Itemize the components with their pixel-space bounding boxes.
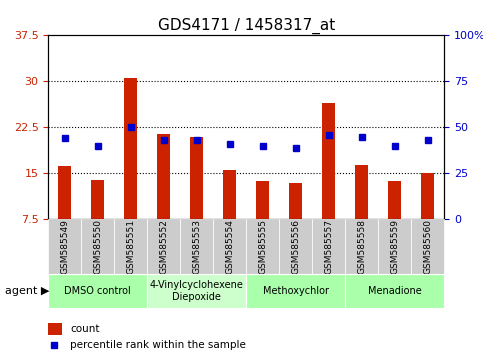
Text: GSM585560: GSM585560 [424,219,432,274]
Bar [213,219,246,274]
Bar [147,219,180,274]
Text: GSM585558: GSM585558 [357,219,366,274]
Text: count: count [70,324,99,334]
Bar [48,219,81,274]
Text: GSM585549: GSM585549 [60,219,69,274]
Bar [355,165,369,219]
Bar [124,78,138,219]
Text: GSM585553: GSM585553 [192,219,201,274]
Bar [81,219,114,274]
Text: DMSO control: DMSO control [64,286,131,296]
Bar [345,219,378,274]
Text: GSM585555: GSM585555 [258,219,267,274]
Text: Menadione: Menadione [368,286,422,296]
Bar [180,219,213,274]
Text: percentile rank within the sample: percentile rank within the sample [70,340,246,350]
Bar [91,179,104,219]
Bar [223,170,237,219]
Text: 4-Vinylcyclohexene
Diepoxide: 4-Vinylcyclohexene Diepoxide [150,280,244,302]
Bar [289,183,302,219]
Bar [313,219,345,274]
Bar [388,181,401,219]
Bar [48,324,62,335]
Bar [48,274,147,308]
Text: GSM585550: GSM585550 [93,219,102,274]
Bar [157,133,170,219]
Text: GSM585556: GSM585556 [291,219,300,274]
Text: GSM585554: GSM585554 [226,219,234,274]
Text: GSM585551: GSM585551 [127,219,135,274]
Bar [246,219,279,274]
Bar [58,166,71,219]
Bar [114,219,147,274]
Bar [246,274,345,308]
Text: GSM585557: GSM585557 [325,219,333,274]
Bar [279,219,313,274]
Bar [256,181,270,219]
Text: agent ▶: agent ▶ [5,286,49,296]
Bar [378,219,412,274]
Text: GSM585559: GSM585559 [390,219,399,274]
Bar [345,274,444,308]
Bar [412,219,444,274]
Bar [190,137,203,219]
Bar [147,274,246,308]
Text: GSM585552: GSM585552 [159,219,168,274]
Text: Methoxychlor: Methoxychlor [263,286,329,296]
Title: GDS4171 / 1458317_at: GDS4171 / 1458317_at [158,18,335,34]
Bar [322,103,335,219]
Bar [421,173,435,219]
